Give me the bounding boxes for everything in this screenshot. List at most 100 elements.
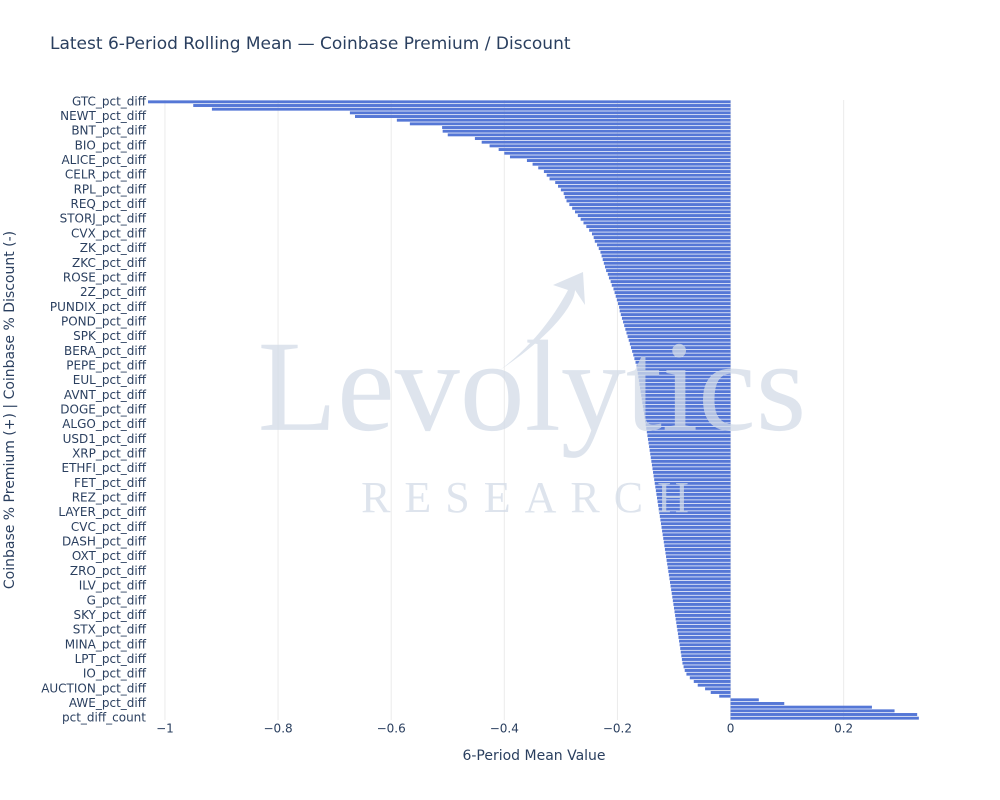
bar	[447, 133, 731, 137]
y-tick-label: USD1_pct_diff	[63, 432, 147, 446]
bar	[652, 467, 731, 471]
bar	[668, 573, 731, 577]
bar	[645, 419, 731, 423]
bar	[647, 437, 731, 441]
bar	[677, 632, 731, 636]
bar	[583, 221, 731, 225]
bar	[647, 434, 731, 438]
bar	[626, 331, 731, 335]
bar	[629, 342, 731, 346]
bar	[474, 137, 731, 140]
bar	[597, 243, 731, 247]
y-tick-label: pct_diff_count	[62, 711, 146, 725]
bar	[675, 617, 731, 621]
bar	[630, 346, 731, 350]
bar	[619, 309, 731, 313]
y-tick-label: REQ_pct_diff	[70, 197, 146, 211]
bar	[648, 441, 731, 445]
bar	[681, 658, 731, 661]
bar	[669, 577, 731, 581]
bar	[689, 676, 731, 680]
bar	[730, 709, 895, 713]
bar	[617, 302, 731, 306]
bar	[549, 177, 731, 181]
bar	[611, 283, 731, 287]
bar	[663, 536, 731, 540]
y-tick-label: MINA_pct_diff	[65, 637, 147, 651]
bar	[680, 650, 731, 654]
bar	[555, 181, 731, 185]
bar	[538, 166, 731, 170]
y-tick-label: XRP_pct_diff	[72, 447, 147, 461]
bar	[642, 404, 731, 408]
y-tick-label: 2Z_pct_diff	[80, 285, 147, 299]
bar	[672, 595, 731, 599]
bar	[705, 687, 731, 691]
bar	[684, 669, 731, 672]
bar	[675, 613, 731, 617]
bar	[659, 511, 731, 515]
bar	[148, 100, 731, 104]
bar	[662, 533, 731, 537]
bar	[645, 423, 731, 427]
bar	[409, 122, 731, 126]
bar	[678, 635, 731, 639]
y-tick-label: CVX_pct_diff	[71, 226, 147, 240]
y-tick-label: CELR_pct_diff	[65, 168, 147, 182]
y-tick-label: NEWT_pct_diff	[60, 109, 147, 123]
y-tick-label: EUL_pct_diff	[73, 373, 147, 387]
bar	[636, 364, 731, 368]
y-tick-label: GTC_pct_diff	[72, 94, 147, 108]
bar	[682, 661, 731, 665]
bar	[601, 254, 731, 258]
bar	[662, 529, 731, 533]
bar	[396, 118, 731, 122]
bar	[589, 228, 731, 232]
bar	[655, 489, 731, 493]
bar	[651, 459, 731, 463]
bar	[653, 470, 731, 474]
bar	[610, 280, 731, 284]
bar	[619, 305, 731, 309]
y-tick-label: PUNDIX_pct_diff	[50, 300, 147, 314]
y-tick-label: AVNT_pct_diff	[64, 388, 147, 402]
bar	[638, 379, 731, 383]
bar	[615, 294, 731, 298]
bar	[670, 580, 731, 584]
bar	[602, 258, 731, 262]
bar	[586, 225, 731, 229]
y-tick-label: POND_pct_diff	[61, 314, 147, 328]
bar	[526, 159, 731, 162]
bar	[646, 430, 731, 434]
bar	[666, 558, 731, 562]
bar	[639, 382, 731, 386]
bar	[654, 478, 731, 482]
bar	[676, 624, 731, 628]
bar	[649, 445, 731, 449]
bar	[667, 562, 731, 566]
bar-layer	[148, 100, 919, 720]
bar	[616, 298, 731, 302]
bar	[489, 144, 731, 148]
chart-title: Latest 6-Period Rolling Mean — Coinbase …	[50, 34, 571, 54]
bar	[569, 203, 731, 207]
x-tick-label: −0.2	[603, 722, 632, 736]
bar	[668, 569, 731, 573]
bar	[603, 261, 731, 265]
bar	[607, 272, 731, 276]
bar	[621, 316, 731, 320]
bar	[679, 639, 731, 643]
y-tick-label: IO_pct_diff	[83, 667, 147, 681]
y-tick-label: ZK_pct_diff	[80, 241, 147, 255]
y-tick-label: CVC_pct_diff	[71, 520, 147, 534]
y-tick-label: G_pct_diff	[87, 593, 147, 607]
y-tick-label: ROSE_pct_diff	[63, 270, 147, 284]
y-tick-label: SKY_pct_diff	[73, 608, 146, 622]
x-tick-label: 0	[727, 722, 735, 736]
y-tick-label: ALGO_pct_diff	[62, 417, 147, 431]
bar	[649, 448, 731, 452]
bar	[673, 606, 731, 610]
bar	[580, 217, 731, 221]
bar	[686, 672, 731, 676]
bar	[593, 236, 731, 240]
